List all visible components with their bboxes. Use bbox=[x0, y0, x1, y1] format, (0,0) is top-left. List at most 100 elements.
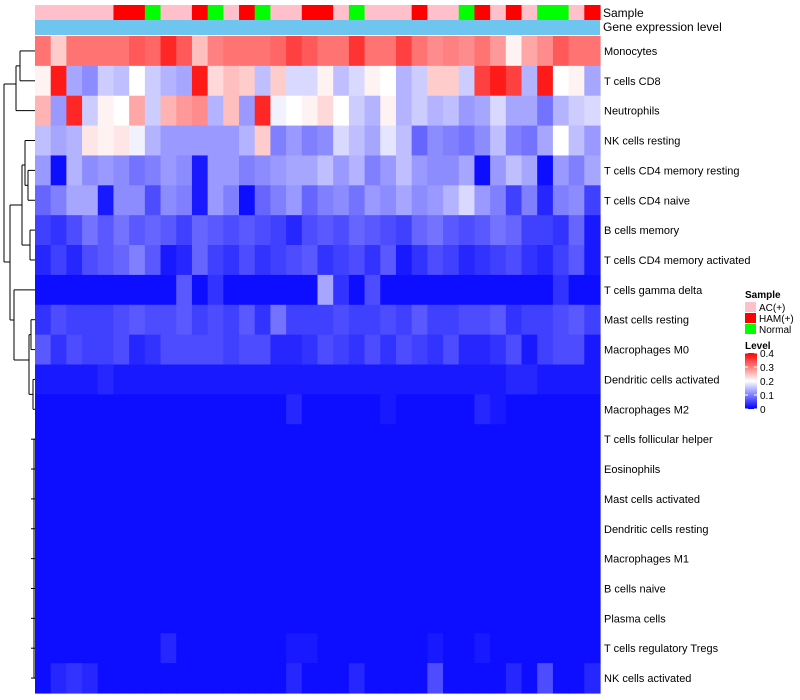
heatmap-cell bbox=[97, 155, 115, 186]
heatmap-cell bbox=[317, 185, 334, 216]
heatmap-cell bbox=[160, 304, 177, 336]
heatmap-cell bbox=[348, 603, 366, 634]
heatmap-cell bbox=[270, 65, 287, 97]
heatmap-cell bbox=[239, 424, 256, 455]
heatmap-cell bbox=[50, 394, 67, 425]
heatmap-cell bbox=[191, 95, 209, 127]
heatmap-cell bbox=[474, 424, 491, 455]
heatmap-cell bbox=[144, 543, 162, 575]
heatmap-cell bbox=[474, 274, 491, 306]
heatmap-cell bbox=[568, 603, 585, 634]
heatmap-cell bbox=[239, 274, 256, 306]
heatmap-cell bbox=[82, 185, 99, 216]
heatmap-cell bbox=[584, 36, 601, 67]
heatmap-cell bbox=[129, 185, 146, 216]
heatmap-cell bbox=[490, 125, 507, 157]
heatmap-cell bbox=[176, 215, 193, 246]
heatmap-cell bbox=[490, 513, 507, 545]
heatmap-cell bbox=[254, 424, 272, 455]
heatmap-cell bbox=[223, 155, 240, 186]
heatmap-cell bbox=[35, 65, 52, 97]
heatmap-cell bbox=[270, 424, 287, 455]
heatmap-cell bbox=[537, 394, 554, 425]
heatmap-cell bbox=[113, 95, 130, 127]
heatmap-cell bbox=[443, 483, 460, 515]
heatmap-cell bbox=[411, 274, 428, 306]
heatmap-cell bbox=[66, 364, 83, 395]
heatmap-cell bbox=[348, 483, 366, 515]
heatmap-cell bbox=[333, 483, 350, 515]
heatmap-cell bbox=[82, 513, 99, 545]
heatmap-cell bbox=[348, 304, 366, 336]
heatmap-cell bbox=[490, 245, 507, 276]
heatmap-cell bbox=[191, 185, 209, 216]
heatmap-cell bbox=[191, 36, 209, 67]
heatmap-cell bbox=[270, 334, 287, 366]
heatmap-cell bbox=[191, 573, 209, 605]
heatmap-cell bbox=[458, 304, 476, 336]
heatmap-cell bbox=[411, 454, 428, 485]
heatmap-cell bbox=[348, 573, 366, 605]
sample-cell bbox=[286, 5, 303, 20]
heatmap-cell bbox=[286, 215, 303, 246]
heatmap-cell bbox=[458, 663, 476, 694]
heatmap-cell bbox=[35, 274, 52, 306]
heatmap-cell bbox=[191, 65, 209, 97]
sample-cell bbox=[35, 5, 52, 20]
heatmap-cell bbox=[427, 36, 444, 67]
heatmap-cell bbox=[66, 185, 83, 216]
heatmap-cell bbox=[254, 573, 272, 605]
expression-annotation-label: Gene expression level bbox=[603, 20, 722, 34]
heatmap-cell bbox=[160, 573, 177, 605]
heatmap-cell bbox=[380, 304, 397, 336]
heatmap-cell bbox=[50, 543, 67, 575]
heatmap-cell bbox=[207, 573, 224, 605]
heatmap-cell bbox=[301, 454, 319, 485]
heatmap-cell bbox=[317, 603, 334, 634]
heatmap-cell bbox=[505, 573, 523, 605]
heatmap-cell bbox=[270, 364, 287, 395]
heatmap-cell bbox=[35, 483, 52, 515]
heatmap-cell bbox=[97, 274, 115, 306]
heatmap-cell bbox=[552, 364, 570, 395]
heatmap-cell bbox=[239, 155, 256, 186]
sample-cell bbox=[380, 5, 397, 20]
heatmap-cell bbox=[395, 603, 413, 634]
heatmap-cell bbox=[35, 185, 52, 216]
heatmap-cell bbox=[348, 394, 366, 425]
heatmap-cell bbox=[474, 603, 491, 634]
heatmap-cell bbox=[223, 483, 240, 515]
row-label: Neutrophils bbox=[604, 106, 660, 118]
legend-label: HAM(+) bbox=[759, 314, 794, 325]
heatmap-cell bbox=[333, 65, 350, 97]
heatmap-cell bbox=[239, 304, 256, 336]
heatmap-cell bbox=[270, 543, 287, 575]
heatmap-cell bbox=[82, 364, 99, 395]
heatmap-cell bbox=[129, 603, 146, 634]
heatmap-cell bbox=[411, 543, 428, 575]
heatmap-cell bbox=[333, 394, 350, 425]
heatmap-cell bbox=[129, 424, 146, 455]
heatmap-cell bbox=[223, 215, 240, 246]
heatmap-cell bbox=[552, 65, 570, 97]
heatmap-cell bbox=[239, 364, 256, 395]
heatmap-cell bbox=[521, 36, 538, 67]
heatmap-cell bbox=[584, 185, 601, 216]
heatmap-cell bbox=[191, 304, 209, 336]
heatmap-cell bbox=[191, 215, 209, 246]
heatmap-cell bbox=[333, 245, 350, 276]
heatmap-cell bbox=[380, 573, 397, 605]
sample-cell bbox=[301, 5, 319, 20]
heatmap-cell bbox=[317, 304, 334, 336]
heatmap-cell bbox=[144, 573, 162, 605]
heatmap-cell bbox=[552, 304, 570, 336]
heatmap-cell bbox=[568, 274, 585, 306]
heatmap-cell bbox=[537, 245, 554, 276]
row-label: Macrophages M0 bbox=[604, 345, 689, 357]
heatmap-cell bbox=[521, 215, 538, 246]
heatmap-cell bbox=[458, 573, 476, 605]
heatmap-cell bbox=[239, 543, 256, 575]
heatmap-cell bbox=[82, 65, 99, 97]
heatmap-cell bbox=[160, 513, 177, 545]
heatmap-cell bbox=[490, 394, 507, 425]
